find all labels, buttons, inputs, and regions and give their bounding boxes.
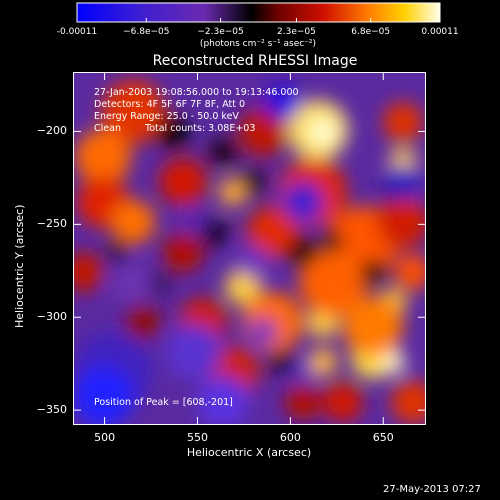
heatmap-blob [309, 348, 337, 376]
heatmap-blob [323, 232, 343, 252]
heatmap-blob [395, 254, 426, 290]
x-axis-label: Heliocentric X (arcsec) [186, 446, 312, 459]
heatmap-blob [179, 208, 207, 236]
colorbar-tick-label: 6.8e−05 [351, 27, 391, 37]
footer-timestamp: 27-May-2013 07:27 [383, 484, 481, 495]
heatmap-blob [391, 380, 426, 424]
heatmap-blob [157, 116, 189, 148]
y-axis-label: Heliocentric Y (arcsec) [13, 204, 26, 328]
heatmap-blob [247, 206, 299, 258]
heatmap-blob [101, 80, 165, 144]
info-energy-range: Energy Range: 25.0 - 50.0 keV [94, 111, 239, 122]
y-tick-label: −300 [36, 310, 67, 324]
heatmap-area [73, 72, 426, 425]
heatmap-blob [243, 292, 303, 352]
heatmap-blob [125, 304, 161, 340]
heatmap-blob [291, 360, 315, 384]
heatmap-blob [283, 182, 323, 222]
heatmap-blob [111, 200, 155, 244]
info-detectors: Detectors: 4F 5F 6F 7F 8F, Att 0 [94, 99, 246, 110]
colorbar [76, 2, 441, 23]
y-tick-label: −200 [36, 124, 67, 138]
x-tick-label: 650 [372, 431, 394, 444]
x-tick-label: 550 [186, 431, 208, 444]
plot-frame [73, 72, 426, 425]
colorbar-tick-label: 2.3e−05 [277, 27, 316, 37]
heatmap-blob [241, 170, 265, 194]
heatmap-blob [209, 138, 237, 166]
heatmap-blob [361, 260, 385, 284]
heatmap-blob [163, 232, 203, 272]
heatmap-blob [108, 242, 128, 262]
heatmap-blob [385, 164, 421, 200]
chart-title: Reconstructed RHESSI Image [152, 53, 358, 69]
heatmap-blob [219, 178, 247, 206]
colorbar-tick-label: -0.00011 [56, 27, 98, 37]
y-tick-label: −350 [36, 403, 67, 417]
heatmap-blob [285, 384, 321, 420]
heatmap-blob [73, 252, 103, 292]
heatmap-blob [165, 324, 221, 380]
colorbar-gradient [76, 2, 441, 23]
heatmap-blob [309, 118, 337, 146]
heatmap-blob [75, 129, 131, 185]
colorbar-tick-label: 0.00011 [421, 27, 459, 37]
heatmap-blob [343, 297, 403, 357]
x-tick-label: 600 [279, 431, 301, 444]
colorbar-units: (photons cm⁻² s⁻¹ asec⁻²) [199, 39, 317, 49]
heatmap-blob [237, 246, 269, 278]
heatmap-blob [289, 238, 317, 266]
x-tick-label: 500 [94, 431, 116, 444]
heatmap-blob [197, 376, 249, 425]
info-total-counts: Total counts: 3.08E+03 [145, 123, 256, 134]
heatmap-blob [323, 382, 363, 422]
heatmap-blob [377, 196, 426, 248]
info-time-range: 27-Jan-2003 19:08:56.000 to 19:13:46.000 [94, 87, 299, 98]
heatmap-blob [73, 367, 133, 425]
heatmap-blob [249, 318, 277, 346]
y-tick-label: −250 [36, 217, 67, 231]
heatmap-blob [381, 350, 405, 374]
heatmap-blob [239, 108, 287, 156]
info-clean: Clean [94, 123, 121, 134]
peak-position-label: Position of Peak = [608,-201] [94, 397, 233, 408]
heatmap [73, 72, 426, 425]
heatmap-blob [265, 84, 301, 120]
heatmap-blob [225, 269, 261, 305]
heatmap-blob [159, 158, 207, 206]
heatmap-blob [111, 260, 155, 304]
heatmap-blob [383, 102, 423, 142]
colorbar-tick-label: −6.8e−05 [123, 27, 170, 37]
heatmap-blob [271, 350, 295, 374]
colorbar-tick-label: −2.3e−05 [197, 27, 244, 37]
heatmap-blob [299, 248, 367, 316]
